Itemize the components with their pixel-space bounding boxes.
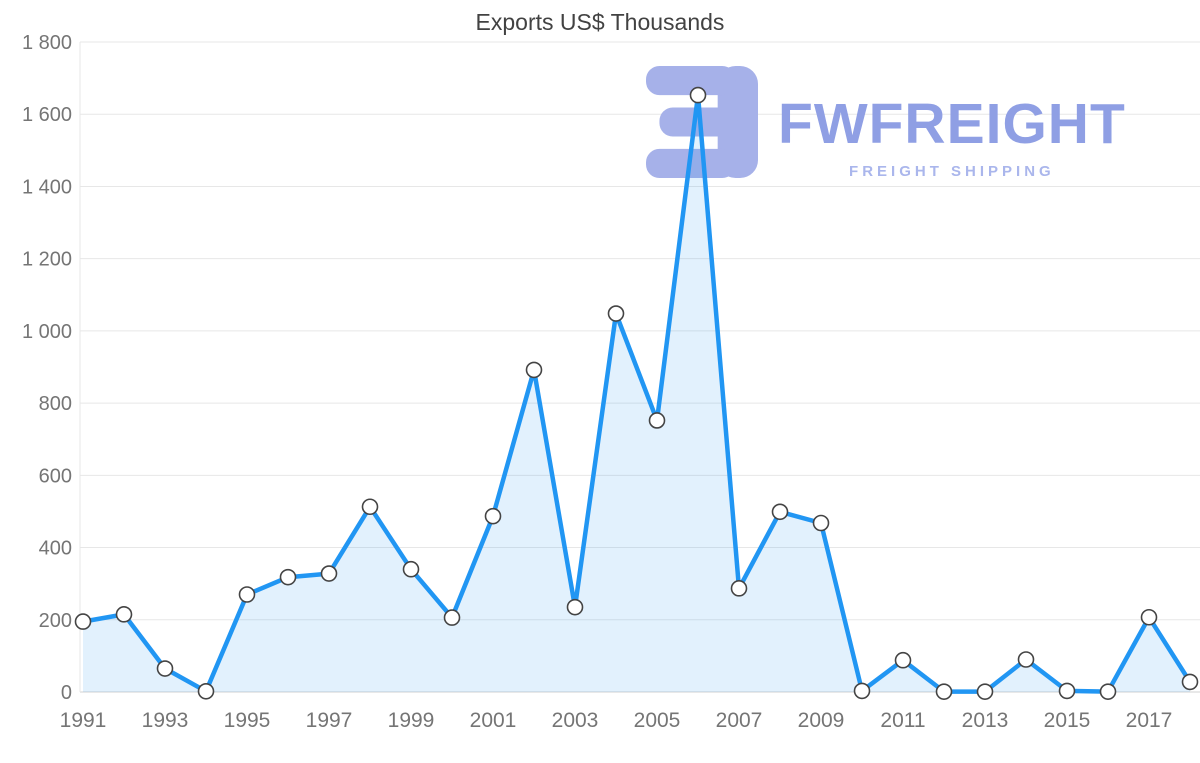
brand-text-block: FWFREIGHT FREIGHT SHIPPING xyxy=(778,66,1126,181)
chart-title: Exports US$ Thousands xyxy=(475,9,725,35)
y-tick-label: 1 400 xyxy=(22,176,72,198)
x-tick-label: 1993 xyxy=(142,709,189,732)
x-tick-label: 2005 xyxy=(634,709,681,732)
y-tick-label: 1 800 xyxy=(22,32,72,54)
x-tick-label: 2013 xyxy=(962,709,1009,732)
y-tick-label: 1 200 xyxy=(22,249,72,271)
x-tick-label: 1995 xyxy=(224,709,271,732)
y-tick-label: 0 xyxy=(61,682,72,704)
x-tick-label: 2003 xyxy=(552,709,599,732)
brand-name: FWFREIGHT xyxy=(778,92,1126,156)
x-tick-label: 2015 xyxy=(1044,709,1091,732)
x-tick-label: 1991 xyxy=(60,709,107,732)
brand-tagline: FREIGHT SHIPPING xyxy=(849,163,1055,180)
y-tick-label: 1 000 xyxy=(22,321,72,343)
brand-watermark: FWFREIGHT FREIGHT SHIPPING xyxy=(646,66,1126,180)
x-tick-label: 2009 xyxy=(798,709,845,732)
y-tick-label: 1 600 xyxy=(22,104,72,126)
y-tick-label: 600 xyxy=(39,465,72,487)
x-tick-label: 2017 xyxy=(1126,709,1173,732)
x-tick-label: 2007 xyxy=(716,709,763,732)
y-tick-label: 800 xyxy=(39,393,72,415)
y-tick-label: 200 xyxy=(39,610,72,632)
fwfreight-logo-icon xyxy=(646,66,758,178)
x-tick-label: 1997 xyxy=(306,709,353,732)
y-tick-label: 400 xyxy=(39,538,72,560)
x-tick-label: 2001 xyxy=(470,709,517,732)
x-tick-label: 2011 xyxy=(880,709,925,732)
x-tick-label: 1999 xyxy=(388,709,435,732)
